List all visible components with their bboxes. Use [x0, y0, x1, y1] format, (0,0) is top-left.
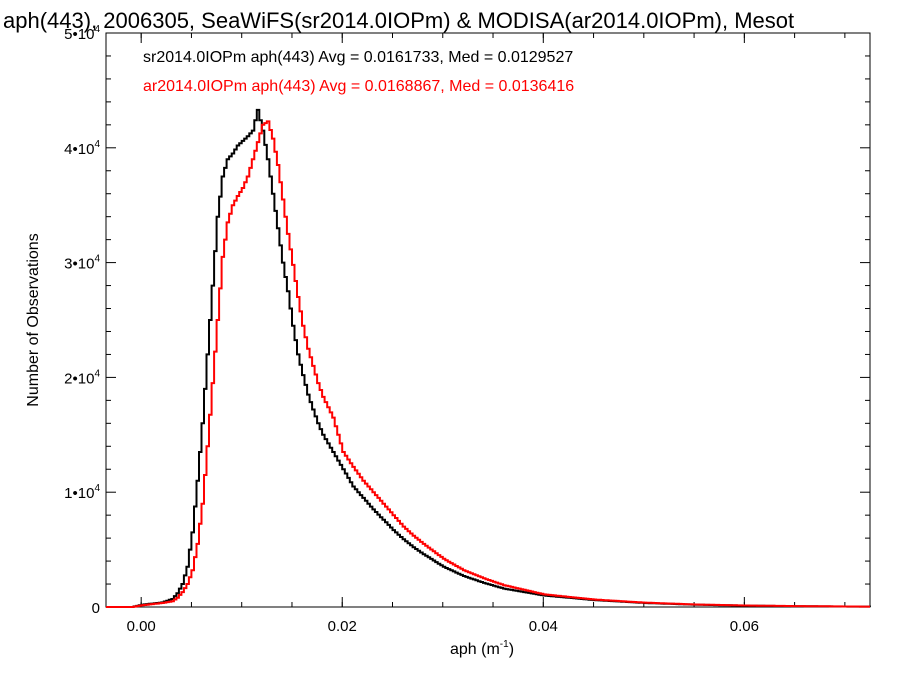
y-axis-label: Number of Observations [25, 233, 42, 406]
series-lines [106, 108, 871, 608]
x-axis-label: aph (m-1) [450, 639, 514, 658]
y-tick-label-0: 0 [92, 600, 100, 617]
legend: sr2014.0IOPm aph(443) Avg = 0.0161733, M… [143, 49, 574, 95]
x-tick-label-1: 0.02 [328, 618, 357, 635]
series-line-ar2014.0IOPm [106, 120, 870, 608]
chart-title: aph(443), 2006305, SeaWiFS(sr2014.0IOPm)… [3, 8, 794, 33]
y-tick-label-1: 1•104 [64, 483, 100, 502]
legend-entry-ar2014.0IOPm: ar2014.0IOPm aph(443) Avg = 0.0168867, M… [143, 78, 574, 95]
x-tick-label-3: 0.06 [730, 618, 759, 635]
legend-entry-sr2014.0IOPm: sr2014.0IOPm aph(443) Avg = 0.0161733, M… [143, 49, 573, 66]
y-axis: 0 1•104 2•104 3•104 4•104 5•104 [64, 24, 870, 617]
plot-frame [105, 32, 871, 608]
series-line-sr2014.0IOPm [106, 108, 871, 608]
x-axis: 0.00 0.02 0.04 0.06 [127, 33, 846, 635]
y-tick-label-5: 5•104 [64, 24, 100, 43]
y-tick-label-2: 2•104 [64, 368, 100, 387]
x-tick-label-0: 0.00 [127, 618, 156, 635]
y-tick-label-4: 4•104 [64, 139, 100, 158]
y-tick-label-3: 3•104 [64, 254, 100, 273]
x-tick-label-2: 0.04 [529, 618, 558, 635]
